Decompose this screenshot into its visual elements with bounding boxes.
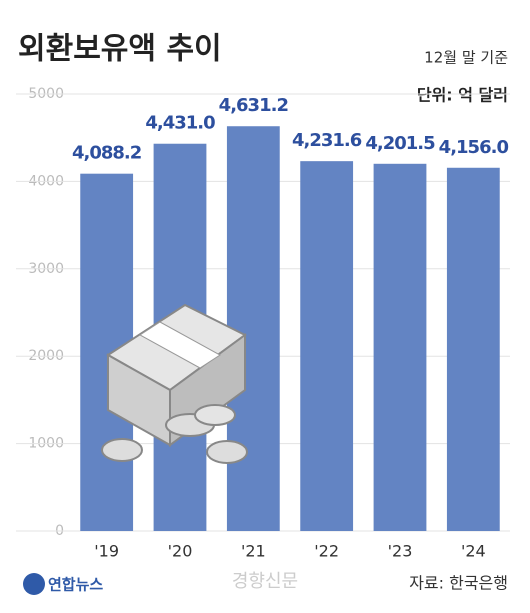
x-tick-label: '24 [461,542,486,561]
value-label: 4,231.6 [292,130,362,151]
x-tick-label: '21 [241,542,266,561]
unit-label: 단위: 억 달러 [417,86,508,105]
value-label: 4,088.2 [72,143,141,164]
credit: 연합뉴스 [48,576,103,594]
logo: 연합뉴스 [23,573,103,595]
x-tick-label: '20 [168,542,193,561]
bar [300,161,354,532]
bar [373,163,427,532]
bar [446,167,500,531]
x-tick-label: '23 [388,542,413,561]
x-tick-label: '22 [314,542,339,561]
source: 자료: 한국은행 [409,574,508,593]
subtitle: 12월 말 기준 [424,49,508,67]
value-label: 4,156.0 [439,137,509,158]
value-label: 4,201.5 [365,133,435,154]
watermark: 경향신문 [232,571,298,592]
chart-title: 외환보유액 추이 [18,32,222,67]
x-tick-label: '19 [94,542,119,561]
value-label: 4,431.0 [145,113,215,134]
value-label: 4,631.2 [219,95,288,116]
bar [226,126,280,531]
money-illustration [101,303,248,464]
